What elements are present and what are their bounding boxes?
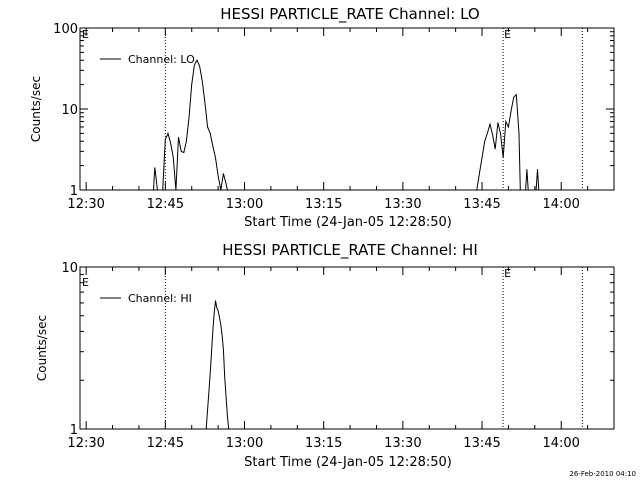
footer-timestamp: 26-Feb-2010 04:10 <box>569 470 636 478</box>
hi-channel-panel: HESSI PARTICLE_RATE Channel: HI Counts/s… <box>35 241 615 470</box>
hi-x-axis-label: Start Time (24-Jan-05 12:28:50) <box>244 455 452 470</box>
hi-x-tick-label: 13:00 <box>226 436 263 451</box>
lo-y-axis-label: Counts/sec <box>29 76 43 142</box>
lo-y-tick-label: 1 <box>70 184 78 199</box>
lo-x-tick-label: 12:30 <box>67 197 104 212</box>
hi-legend-label: Channel: HI <box>128 292 192 305</box>
hi-x-tick-label: 13:15 <box>305 436 342 451</box>
lo-legend: Channel: LO <box>100 53 195 66</box>
lo-x-axis-label: Start Time (24-Jan-05 12:28:50) <box>244 215 452 230</box>
hi-x-tick-label: 14:00 <box>542 436 579 451</box>
lo-chart-title: HESSI PARTICLE_RATE Channel: LO <box>220 5 479 24</box>
hi-x-tick-label: 13:45 <box>463 436 500 451</box>
lo-time-marker-label: E <box>504 28 511 41</box>
lo-x-tick-label: 13:15 <box>305 197 342 212</box>
lo-series-line <box>153 59 540 191</box>
hi-x-tick-label: 12:45 <box>147 436 184 451</box>
hi-y-tick-label: 1 <box>70 423 78 438</box>
hi-series-line <box>205 300 230 430</box>
hi-time-marker-label: E <box>504 267 511 280</box>
lo-left-marker-label: E <box>82 28 89 41</box>
hi-left-marker-label: E <box>82 276 89 289</box>
lo-y-tick-label: 100 <box>53 22 78 37</box>
lo-x-tick-label: 13:30 <box>384 197 421 212</box>
lo-legend-label: Channel: LO <box>128 53 195 66</box>
lo-y-tick-label: 10 <box>61 103 78 118</box>
lo-x-tick-label: 14:00 <box>542 197 579 212</box>
hi-y-tick-label: 10 <box>61 261 78 276</box>
lo-channel-panel: HESSI PARTICLE_RATE Channel: LO Counts/s… <box>29 5 615 230</box>
lo-x-tick-label: 12:45 <box>147 197 184 212</box>
hi-chart-title: HESSI PARTICLE_RATE Channel: HI <box>222 241 478 260</box>
hi-legend: Channel: HI <box>100 292 192 305</box>
lo-x-tick-label: 13:45 <box>463 197 500 212</box>
hi-plot-frame <box>79 266 615 430</box>
hi-x-tick-label: 13:30 <box>384 436 421 451</box>
hi-y-axis-label: Counts/sec <box>35 315 49 381</box>
lo-x-tick-label: 13:00 <box>226 197 263 212</box>
hi-x-tick-label: 12:30 <box>67 436 104 451</box>
